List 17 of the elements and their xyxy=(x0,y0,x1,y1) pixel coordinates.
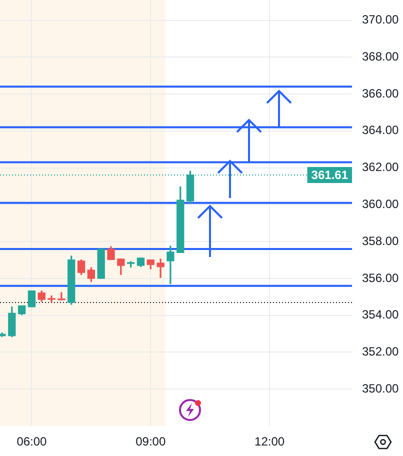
y-tick-label: 356.00 xyxy=(362,270,400,285)
y-tick-label: 350.00 xyxy=(362,381,400,396)
y-tick-label: 368.00 xyxy=(362,49,400,64)
y-tick-label: 362.00 xyxy=(362,160,400,174)
x-tick-label: 12:00 xyxy=(254,434,285,449)
y-tick-label: 364.00 xyxy=(362,123,400,138)
y-tick-label: 352.00 xyxy=(362,344,400,359)
y-tick-label: 360.00 xyxy=(362,197,400,212)
ref-line-label: 361.61 xyxy=(311,168,348,182)
y-tick-label: 358.00 xyxy=(362,234,400,248)
y-tick-label: 354.00 xyxy=(362,308,400,322)
candlestick xyxy=(156,258,164,278)
y-tick-label: 366.00 xyxy=(362,86,400,100)
y-tick-label: 370.00 xyxy=(362,12,400,27)
x-tick-label: 09:00 xyxy=(136,434,166,449)
candlestick xyxy=(58,292,66,300)
x-tick-label: 06:00 xyxy=(16,434,48,449)
